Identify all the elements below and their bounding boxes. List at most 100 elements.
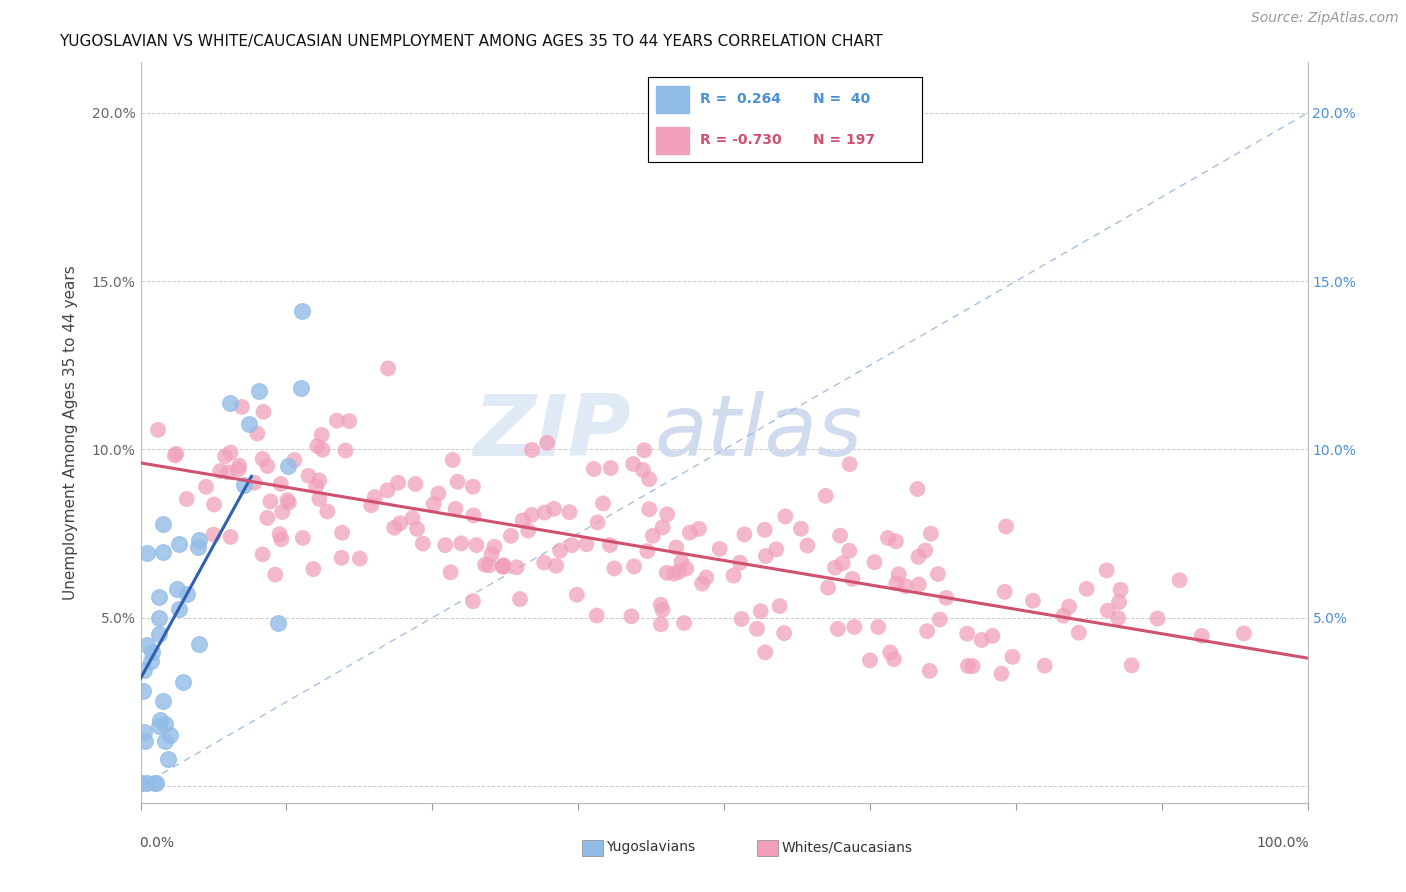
Point — [657, 508, 679, 522]
Point — [135, 775, 157, 789]
Point — [650, 617, 672, 632]
Point — [745, 622, 768, 636]
Point — [446, 475, 468, 489]
Point — [1191, 629, 1213, 643]
Point — [1052, 608, 1074, 623]
Point — [271, 505, 294, 519]
Point — [290, 381, 312, 395]
Point — [775, 509, 797, 524]
Point — [765, 542, 787, 557]
Point — [360, 498, 382, 512]
Point — [512, 513, 534, 527]
Point — [536, 435, 558, 450]
Text: Whites/Caucasians: Whites/Caucasians — [782, 840, 912, 855]
Point — [920, 526, 942, 541]
Point — [228, 458, 250, 473]
Point — [838, 457, 860, 471]
Point — [152, 517, 174, 532]
Point — [307, 439, 329, 453]
Point — [481, 547, 503, 561]
Point — [1067, 625, 1090, 640]
Point — [156, 752, 179, 766]
Point — [828, 528, 851, 542]
Point — [305, 480, 328, 494]
Point — [382, 521, 405, 535]
Point — [311, 442, 333, 457]
Point — [962, 659, 984, 673]
Point — [755, 549, 778, 563]
Point — [688, 522, 710, 536]
Point — [1146, 611, 1168, 625]
Point — [243, 475, 266, 490]
Point — [252, 405, 274, 419]
Text: 100.0%: 100.0% — [1256, 836, 1309, 850]
Point — [1022, 593, 1045, 607]
Point — [463, 508, 485, 523]
Point — [935, 591, 957, 605]
Point — [749, 604, 772, 618]
Point — [1107, 611, 1129, 625]
Point — [915, 624, 938, 639]
Point — [434, 538, 457, 552]
Point — [441, 453, 464, 467]
Point — [277, 458, 299, 473]
Point — [582, 462, 605, 476]
Point — [291, 531, 314, 545]
Point — [773, 626, 796, 640]
Point — [621, 457, 644, 471]
Point — [450, 536, 472, 550]
Point — [543, 501, 565, 516]
Point — [270, 476, 292, 491]
Point — [219, 396, 242, 410]
Point — [219, 530, 242, 544]
Text: atlas: atlas — [654, 391, 862, 475]
Point — [754, 523, 776, 537]
Point — [176, 586, 198, 600]
Point — [401, 511, 423, 525]
Point — [868, 620, 890, 634]
Point — [492, 559, 515, 574]
Point — [728, 556, 751, 570]
Point — [308, 474, 330, 488]
Point — [148, 627, 170, 641]
Point — [269, 527, 291, 541]
Point — [238, 417, 260, 431]
Point — [824, 560, 846, 574]
Point — [247, 384, 270, 398]
Point — [326, 414, 349, 428]
Point — [636, 544, 658, 558]
Point — [533, 556, 555, 570]
Point — [377, 483, 399, 498]
Point — [484, 540, 506, 554]
Point — [169, 537, 191, 551]
Point — [1097, 604, 1119, 618]
Point — [679, 525, 702, 540]
Point — [153, 733, 176, 747]
Point — [505, 560, 527, 574]
Point — [163, 449, 186, 463]
Text: ZIP: ZIP — [472, 391, 631, 475]
Point — [148, 610, 170, 624]
Point — [217, 466, 239, 480]
Point — [134, 734, 156, 748]
Point — [533, 506, 555, 520]
Point — [152, 545, 174, 559]
Point — [671, 555, 693, 569]
Point — [859, 653, 882, 667]
Point — [259, 494, 281, 508]
Point — [886, 576, 908, 591]
Point — [136, 546, 159, 560]
Point — [844, 620, 866, 634]
Point — [633, 443, 655, 458]
Point — [283, 453, 305, 467]
Point — [995, 519, 1018, 533]
Point — [461, 594, 484, 608]
Point — [387, 475, 409, 490]
Text: Yugoslavians: Yugoslavians — [606, 840, 696, 855]
Point — [228, 462, 250, 476]
Point — [907, 549, 929, 564]
Point — [219, 445, 242, 459]
Point — [277, 495, 299, 509]
Point — [276, 493, 298, 508]
Point — [311, 428, 333, 442]
